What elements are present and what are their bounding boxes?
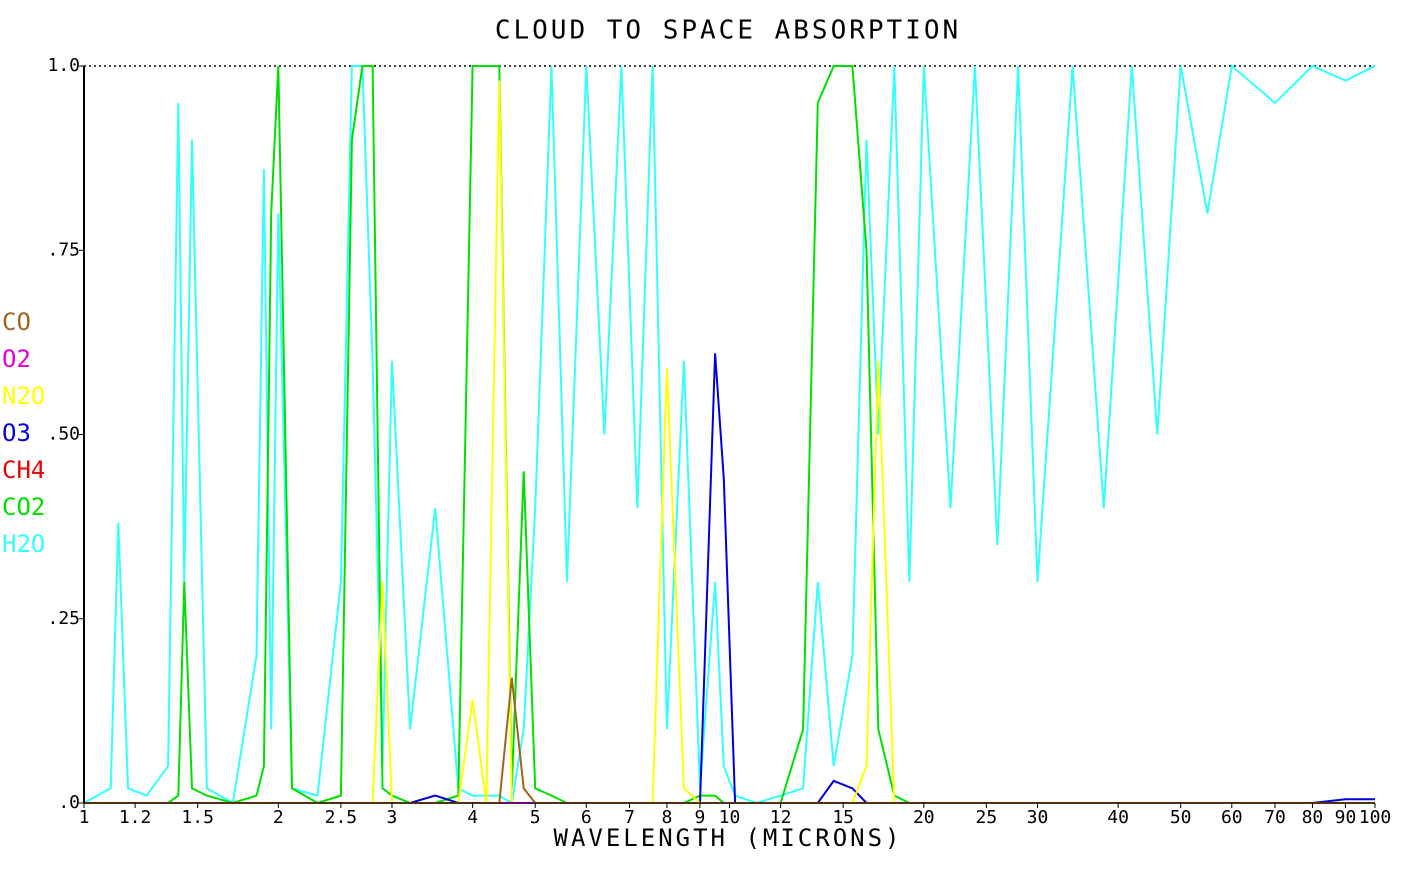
x-tick-label: 1.2 [119, 807, 152, 828]
x-tick-label: 2.5 [325, 807, 358, 828]
series-line [84, 677, 1375, 804]
x-tick-label: 3 [387, 807, 398, 828]
y-tick-label: .0 [58, 792, 80, 813]
x-tick-label: 2 [273, 807, 284, 828]
x-tick-label: 1 [79, 807, 90, 828]
y-tick-label: 1.0 [47, 55, 80, 76]
x-tick-label: 90 [1335, 807, 1357, 828]
legend-label: H2O [2, 530, 45, 558]
series-line [83, 64, 1376, 805]
x-tick-label: 12 [770, 807, 792, 828]
series-line [84, 353, 1375, 804]
x-tick-label: 6 [581, 807, 592, 828]
chart-title: CLOUD TO SPACE ABSORPTION [495, 16, 961, 46]
legend-label: CO [2, 308, 31, 336]
legend-label: N2O [2, 382, 45, 410]
x-tick-label: 9 [695, 807, 706, 828]
x-tick-label: 60 [1221, 807, 1243, 828]
y-tick-label: .75 [47, 239, 80, 260]
legend-label: O2 [2, 345, 31, 373]
legend-label: O3 [2, 419, 31, 447]
x-tick-label: 10 [719, 807, 741, 828]
x-tick-label: 7 [624, 807, 635, 828]
x-tick-label: 100 [1359, 807, 1392, 828]
y-tick-label: .50 [47, 424, 80, 445]
series-line [84, 80, 1375, 804]
series-line [84, 65, 1375, 805]
x-tick-label: 5 [530, 807, 541, 828]
x-axis-label: WAVELENGTH (MICRONS) [554, 824, 903, 852]
x-tick-label: 25 [976, 807, 998, 828]
x-tick-label: 20 [913, 807, 935, 828]
x-tick-label: 50 [1170, 807, 1192, 828]
x-tick-label: 1.5 [181, 807, 214, 828]
x-tick-label: 40 [1107, 807, 1129, 828]
x-tick-label: 4 [467, 807, 478, 828]
legend-label: CO2 [2, 493, 45, 521]
x-tick-label: 15 [832, 807, 854, 828]
x-tick-label: 80 [1302, 807, 1324, 828]
x-tick-label: 30 [1027, 807, 1049, 828]
x-tick-label: 70 [1264, 807, 1286, 828]
x-tick-label: 8 [662, 807, 673, 828]
y-tick-label: .25 [47, 608, 80, 629]
legend-label: CH4 [2, 456, 45, 484]
